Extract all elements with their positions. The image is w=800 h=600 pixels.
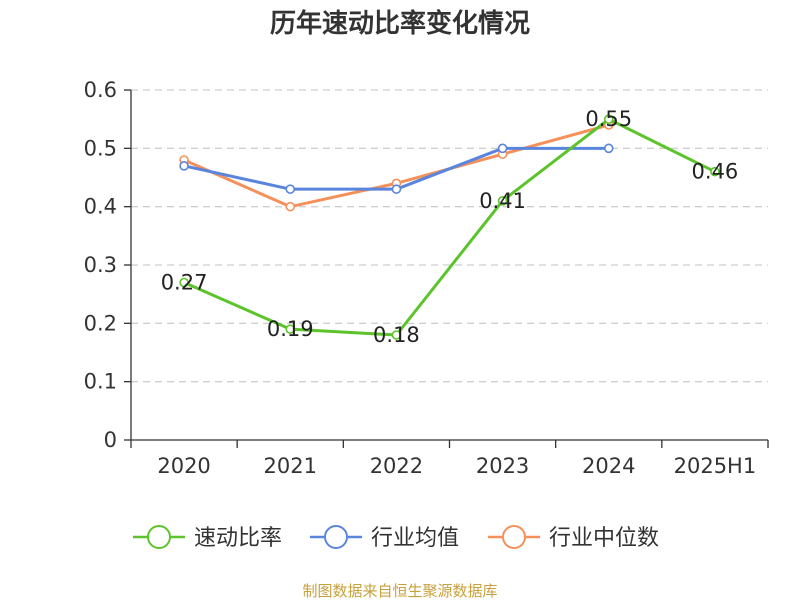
series-1 (179, 114, 720, 340)
series-line (183, 123, 610, 209)
data-point[interactable] (710, 166, 720, 177)
y-tick-label: 0.2 (84, 311, 117, 335)
data-labels: 0.27 0.19 0.18 0.41 0.55 0.46 (161, 107, 739, 347)
data-point[interactable] (179, 277, 189, 288)
legend-label: 行业均值 (371, 526, 459, 551)
data-point[interactable] (285, 201, 296, 212)
data-label: 0.19 (267, 317, 314, 341)
y-tick-label: 0 (104, 428, 117, 452)
x-tick-label: 2023 (476, 454, 529, 478)
legend-swatch-marker (502, 525, 526, 549)
data-point[interactable] (497, 143, 508, 154)
data-point[interactable] (603, 114, 614, 124)
x-tick-label: 2024 (582, 454, 635, 478)
chart-title: 历年速动比率变化情况 (270, 8, 530, 39)
data-label: 0.18 (373, 323, 420, 347)
legend-item-1[interactable]: 速动比率 (133, 525, 282, 551)
legend-swatch-marker (147, 525, 171, 549)
data-point[interactable] (179, 161, 189, 171)
legend-label: 行业中位数 (549, 526, 659, 551)
axes: 0 0.1 0.2 0.3 0.4 0.5 0.6 2020 2021 2022 2023 2024 2… (84, 78, 769, 478)
source-note: 制图数据来自恒生聚源数据库 (302, 582, 497, 600)
data-label: 0.41 (479, 189, 526, 213)
y-tick-label: 0.6 (84, 78, 117, 102)
data-point[interactable] (497, 196, 508, 206)
y-tick-label: 0.3 (84, 253, 117, 277)
legend-item-3[interactable]: 行业中位数 (488, 525, 659, 551)
legend: 速动比率 行业均值 行业中位数 (133, 525, 659, 551)
data-label: 0.55 (585, 107, 632, 131)
data-point[interactable] (285, 324, 296, 334)
legend-item-2[interactable]: 行业均值 (310, 525, 459, 551)
data-point[interactable] (603, 143, 614, 154)
series-2 (179, 143, 614, 194)
y-tick-label: 0.5 (84, 136, 117, 160)
series-line (183, 117, 716, 337)
y-tick-label: 0.1 (84, 370, 117, 394)
data-label: 0.46 (692, 160, 739, 184)
legend-swatch-marker (324, 525, 348, 549)
legend-label: 速动比率 (194, 526, 282, 551)
x-tick-label: 2025H1 (674, 454, 757, 478)
x-tick-label: 2020 (157, 454, 210, 478)
data-label: 0.27 (161, 271, 208, 295)
x-tick-label: 2021 (264, 454, 317, 478)
data-point[interactable] (285, 184, 296, 194)
y-tick-label: 0.4 (84, 195, 117, 219)
x-tick-label: 2022 (370, 454, 423, 478)
grid-lines (131, 89, 768, 383)
data-point[interactable] (391, 330, 402, 340)
data-point[interactable] (391, 184, 402, 194)
series-group (179, 114, 720, 340)
